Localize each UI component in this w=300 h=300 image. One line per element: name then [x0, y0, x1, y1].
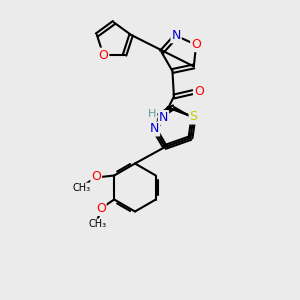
Text: N: N [159, 111, 168, 124]
Text: CH₃: CH₃ [72, 183, 90, 194]
Text: O: O [191, 38, 201, 51]
Text: O: O [91, 170, 101, 184]
Text: S: S [190, 110, 197, 124]
Text: O: O [194, 85, 204, 98]
Text: CH₃: CH₃ [89, 219, 107, 230]
Text: N: N [171, 29, 181, 42]
Text: N: N [150, 122, 159, 136]
Text: H: H [148, 109, 156, 119]
Text: O: O [96, 202, 106, 215]
Text: O: O [98, 49, 108, 62]
